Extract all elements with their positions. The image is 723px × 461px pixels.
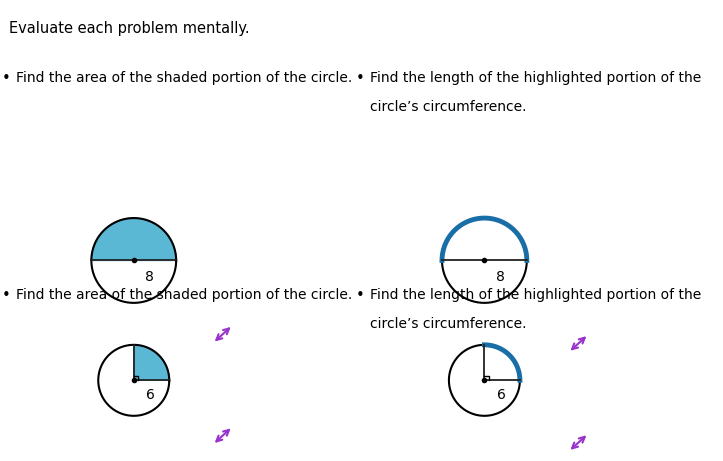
Text: Find the area of the shaded portion of the circle.: Find the area of the shaded portion of t… [16, 288, 352, 302]
Polygon shape [91, 218, 176, 260]
Text: Evaluate each problem mentally.: Evaluate each problem mentally. [9, 21, 249, 36]
Text: circle’s circumference.: circle’s circumference. [370, 100, 526, 114]
Text: •: • [1, 71, 10, 87]
Text: •: • [356, 71, 364, 87]
Polygon shape [134, 345, 169, 380]
Text: 8: 8 [145, 270, 154, 284]
Text: 6: 6 [497, 388, 506, 402]
Text: 8: 8 [496, 270, 505, 284]
Text: •: • [356, 288, 364, 303]
Text: circle’s circumference.: circle’s circumference. [370, 317, 526, 331]
Text: Find the length of the highlighted portion of the: Find the length of the highlighted porti… [370, 71, 701, 85]
Text: •: • [1, 288, 10, 303]
Text: 6: 6 [146, 388, 155, 402]
Text: Find the area of the shaded portion of the circle.: Find the area of the shaded portion of t… [16, 71, 352, 85]
Text: Find the length of the highlighted portion of the: Find the length of the highlighted porti… [370, 288, 701, 302]
